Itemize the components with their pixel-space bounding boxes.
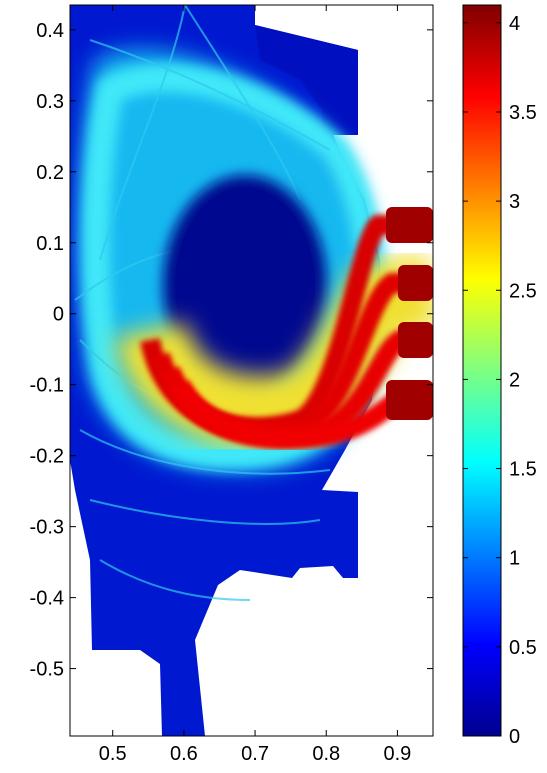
y-tick-label: 0 xyxy=(53,304,64,326)
colorbar-tick-label: 3.5 xyxy=(509,102,537,124)
y-tick-label: -0.4 xyxy=(30,588,64,610)
y-tick-label: -0.2 xyxy=(30,446,64,468)
y-tick-label: 0.1 xyxy=(36,233,64,255)
x-tick-label: 0.5 xyxy=(99,743,127,765)
y-tick-label: 0.4 xyxy=(36,20,64,42)
colorbar-tick-label: 0.5 xyxy=(509,637,537,659)
colorbar-tick-label: 4 xyxy=(509,13,520,35)
y-tick-label: 0.3 xyxy=(36,91,64,113)
colorbar xyxy=(463,5,501,736)
beam-port-2 xyxy=(398,265,433,301)
colorbar-tick-label: 1.5 xyxy=(509,459,537,481)
y-tick-label: -0.1 xyxy=(30,375,64,397)
beam-port-1 xyxy=(386,207,433,243)
x-tick-label: 0.7 xyxy=(241,743,269,765)
beam-port-3 xyxy=(398,322,433,358)
y-tick-label: -0.3 xyxy=(30,517,64,539)
colorbar-tick-label: 1 xyxy=(509,548,520,570)
colorbar-tick-label: 2 xyxy=(509,369,520,391)
y-tick-label: 0.2 xyxy=(36,162,64,184)
colorbar-tick-label: 3 xyxy=(509,191,520,213)
colorbar-tick-label: 2.5 xyxy=(509,280,537,302)
x-tick-label: 0.8 xyxy=(312,743,340,765)
x-tick-label: 0.9 xyxy=(384,743,412,765)
heatmap-image xyxy=(70,5,433,736)
x-tick-label: 0.6 xyxy=(170,743,198,765)
colorbar-tick-label: 0 xyxy=(509,726,520,748)
beam-port-4 xyxy=(386,380,433,420)
y-tick-label: -0.5 xyxy=(30,659,64,681)
